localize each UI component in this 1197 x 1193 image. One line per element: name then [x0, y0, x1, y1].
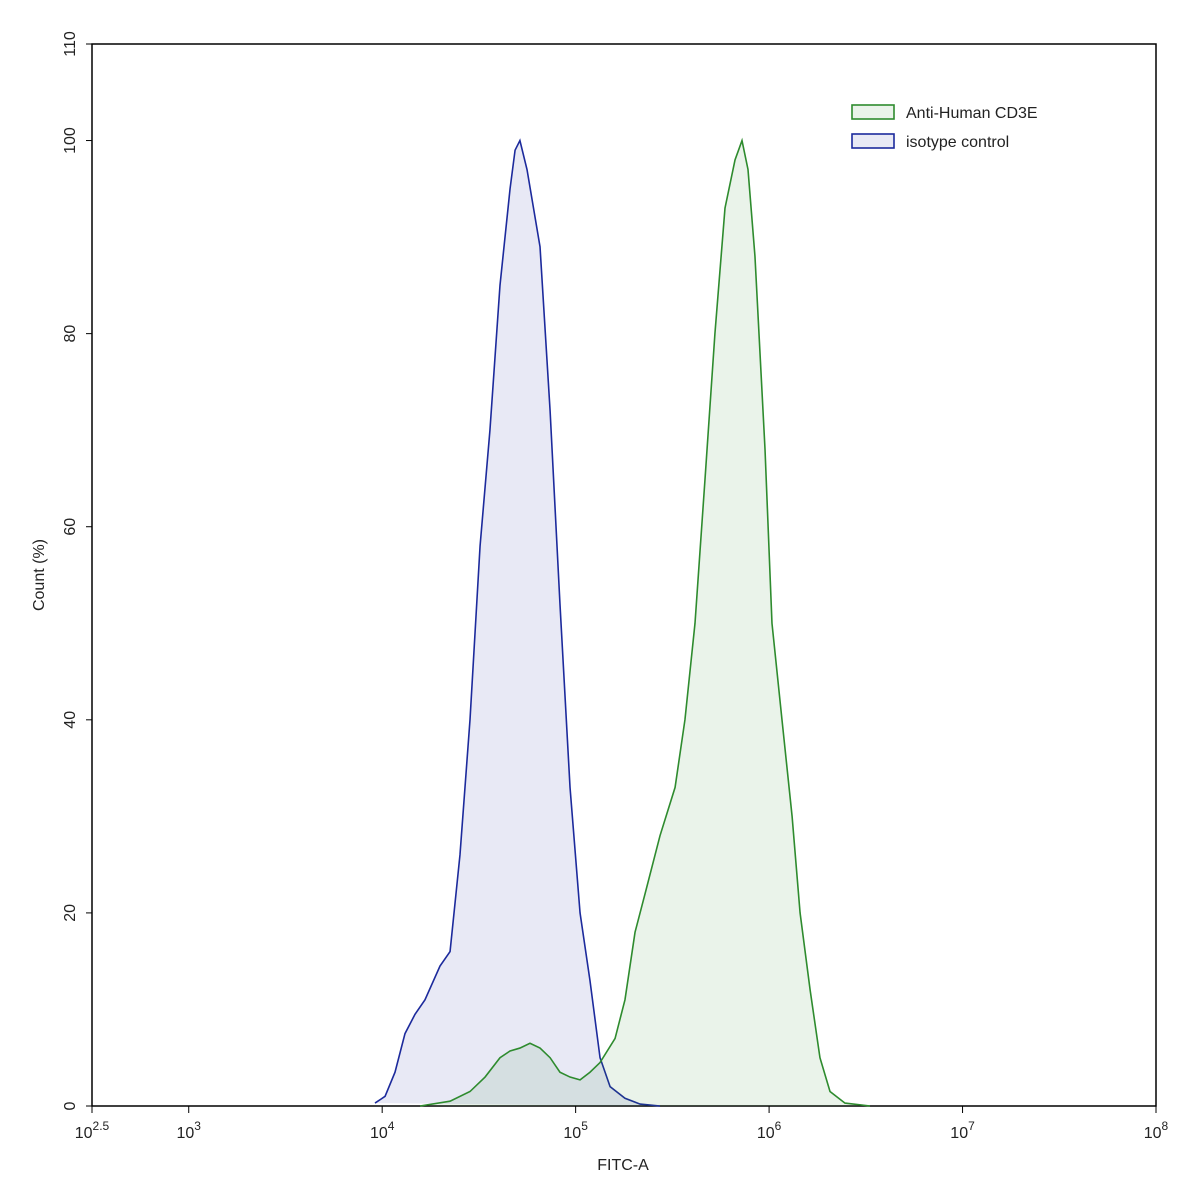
x-tick-base: 10 [75, 1125, 93, 1142]
x-tick-base: 10 [563, 1125, 581, 1142]
y-tick-label: 110 [62, 31, 79, 57]
x-tick-exponent: 6 [775, 1119, 782, 1133]
x-tick-base: 10 [176, 1125, 194, 1142]
legend-label: Anti-Human CD3E [906, 105, 1038, 122]
plot-frame [91, 43, 1157, 1107]
x-tick-label: 102.5 [75, 1119, 110, 1142]
x-tick-label: 106 [757, 1119, 782, 1142]
x-tick-exponent: 4 [388, 1119, 395, 1133]
x-tick-exponent: 7 [968, 1119, 975, 1133]
x-tick-label: 105 [563, 1119, 588, 1142]
x-tick-base: 10 [950, 1125, 968, 1142]
y-tick-label: 100 [62, 127, 79, 154]
x-tick-exponent: 3 [194, 1119, 201, 1133]
y-tick-label: 60 [62, 518, 79, 536]
x-tick-exponent: 8 [1162, 1119, 1169, 1133]
y-tick-label: 20 [62, 904, 79, 922]
x-tick-label: 103 [176, 1119, 201, 1142]
y-axis-title: Count (%) [31, 539, 48, 611]
x-axis-title: FITC-A [597, 1157, 649, 1174]
x-tick-base: 10 [1144, 1125, 1162, 1142]
legend-swatch [851, 133, 895, 149]
histogram-curve [419, 137, 871, 1107]
y-tick-label: 0 [62, 1101, 79, 1110]
x-tick-exponent: 5 [581, 1119, 588, 1133]
x-tick-base: 10 [370, 1125, 388, 1142]
x-tick-label: 108 [1144, 1119, 1169, 1142]
legend-label: isotype control [906, 134, 1009, 151]
y-tick-label: 40 [62, 711, 79, 729]
x-tick-base: 10 [757, 1125, 775, 1142]
x-tick-label: 107 [950, 1119, 975, 1142]
legend-swatch [851, 104, 895, 120]
x-tick-exponent: 2.5 [93, 1119, 110, 1133]
y-tick-label: 80 [62, 325, 79, 343]
histogram-curve [374, 138, 661, 1107]
x-tick-label: 104 [370, 1119, 395, 1142]
